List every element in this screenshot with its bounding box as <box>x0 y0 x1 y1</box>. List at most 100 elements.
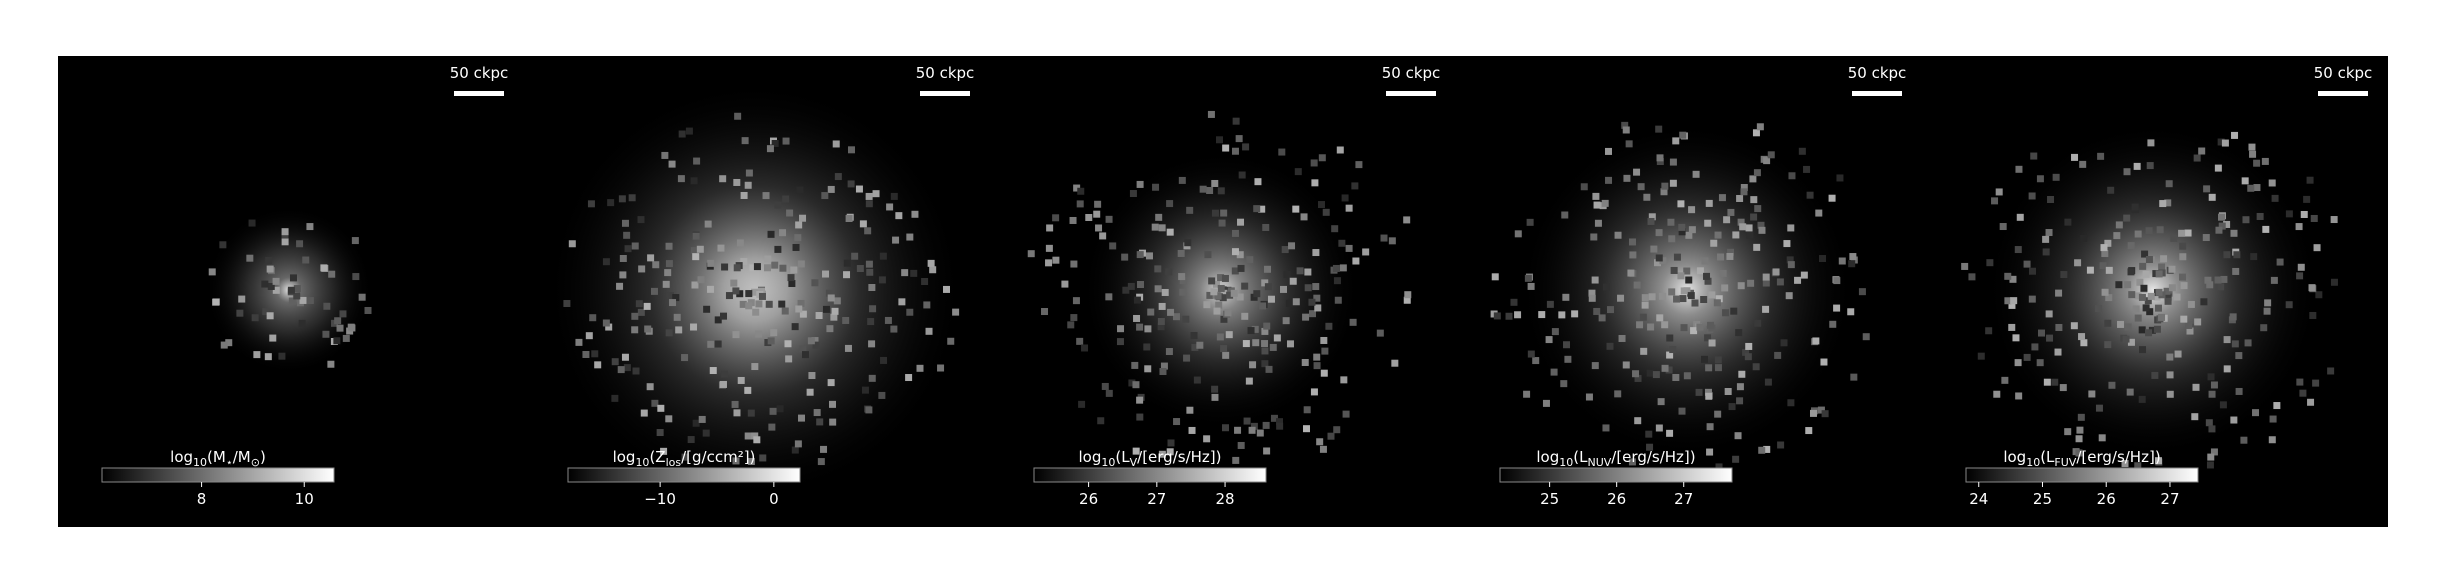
pixel <box>739 300 747 308</box>
pixel <box>2223 336 2231 344</box>
pixel <box>1774 351 1782 359</box>
pixel <box>2270 276 2278 284</box>
pixel <box>2023 353 2031 361</box>
pixel <box>744 386 752 394</box>
pixel <box>692 253 700 261</box>
pixel <box>647 254 655 262</box>
pixel <box>821 192 829 200</box>
pixel <box>1303 406 1311 414</box>
pixel <box>594 361 602 369</box>
pixel <box>635 300 643 308</box>
pixel <box>1321 347 1329 355</box>
pixel <box>1093 210 1101 218</box>
pixel <box>2264 299 2272 307</box>
pixel <box>721 263 729 271</box>
pixel <box>2071 153 2079 161</box>
pixel <box>1585 393 1593 401</box>
pixel <box>937 364 945 372</box>
label-part: log <box>170 448 193 466</box>
pixel <box>2166 371 2174 379</box>
pixel <box>1246 256 1254 264</box>
pixel <box>1166 448 1174 456</box>
pixel <box>731 400 739 408</box>
tick-label: 25 <box>1540 490 1559 508</box>
pixel <box>759 454 767 462</box>
pixel <box>1848 260 1856 268</box>
pixel <box>2080 339 2088 347</box>
scale-bar-label: 50 ckpc <box>1382 64 1441 82</box>
pixel <box>1708 291 1716 299</box>
pixel <box>1550 368 1558 376</box>
pixel <box>2064 428 2072 436</box>
pixel <box>786 209 794 217</box>
pixel <box>1212 280 1220 288</box>
pixel <box>1710 239 1718 247</box>
label-part: 10 <box>193 456 207 469</box>
pixel <box>2173 293 2181 301</box>
pixel <box>2138 395 2146 403</box>
pixel <box>320 264 328 272</box>
pixel <box>2297 263 2305 271</box>
pixel <box>1787 399 1795 407</box>
pixel <box>1282 317 1290 325</box>
pixel <box>2208 390 2216 398</box>
pixel <box>1669 158 1677 166</box>
pixel <box>1072 297 1080 305</box>
pixel <box>618 195 626 203</box>
pixel <box>890 325 898 333</box>
pixel <box>1754 205 1762 213</box>
pixel <box>747 409 755 417</box>
pixel <box>1669 346 1677 354</box>
pixel <box>692 419 700 427</box>
pixel <box>681 354 689 362</box>
pixel <box>1261 279 1269 287</box>
pixel <box>2180 282 2188 290</box>
pixel <box>2193 154 2201 162</box>
pixel <box>1561 211 1569 219</box>
pixel <box>1294 168 1302 176</box>
pixel <box>2108 381 2116 389</box>
pixel <box>691 281 699 289</box>
pixel <box>589 314 597 322</box>
pixel <box>2178 229 2186 237</box>
pixel <box>725 292 733 300</box>
pixel <box>2054 348 2062 356</box>
pixel <box>2185 321 2193 329</box>
pixel <box>1099 232 1107 240</box>
pixel <box>1527 350 1535 358</box>
pixel <box>1338 239 1346 247</box>
pixel <box>778 300 786 308</box>
pixel <box>1237 441 1245 449</box>
pixel <box>745 290 753 298</box>
pixel <box>1217 187 1225 195</box>
pixel <box>1669 179 1677 187</box>
pixel <box>1862 333 1870 341</box>
pixel <box>575 338 583 346</box>
pixel <box>751 288 759 296</box>
pixel <box>1666 351 1674 359</box>
scale-bar <box>920 91 970 96</box>
pixel <box>1655 424 1663 432</box>
pixel <box>637 216 645 224</box>
pixel <box>650 287 658 295</box>
pixel <box>2191 413 2199 421</box>
pixel <box>1767 151 1775 159</box>
pixel <box>1254 178 1262 186</box>
pixel <box>2136 278 2144 286</box>
tick-label: 27 <box>1147 490 1166 508</box>
pixel <box>1320 369 1328 377</box>
pixel <box>2088 390 2096 398</box>
pixel <box>591 350 599 358</box>
pixel <box>776 405 784 413</box>
pixel <box>336 324 344 332</box>
pixel <box>632 367 640 375</box>
pixel <box>1726 252 1734 260</box>
pixel <box>238 295 246 303</box>
pixel <box>1679 295 1687 303</box>
pixel <box>1263 322 1271 330</box>
pixel <box>1279 285 1287 293</box>
pixel <box>702 429 710 437</box>
pixel <box>2045 310 2053 318</box>
pixel <box>261 280 269 288</box>
pixel <box>1714 356 1722 364</box>
